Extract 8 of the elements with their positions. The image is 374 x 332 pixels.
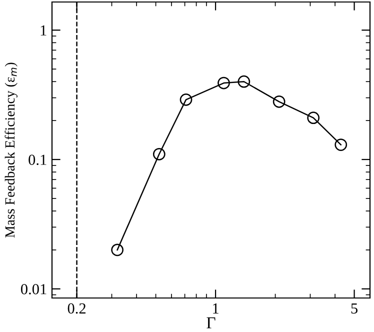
y-tick-label: 0.1 bbox=[28, 154, 46, 166]
x-tick-label: 5 bbox=[351, 303, 358, 314]
x-tick-label: 1 bbox=[213, 303, 218, 314]
y-tick-label: 0.01 bbox=[20, 284, 46, 294]
y-axis-title: Mass Feedback Efficiency (ε$_{m}$) bbox=[4, 62, 18, 238]
y-tick-label: 1 bbox=[40, 25, 46, 36]
x-axis-title: Γ bbox=[206, 317, 216, 328]
x-tick-label: 0.2 bbox=[68, 303, 86, 314]
